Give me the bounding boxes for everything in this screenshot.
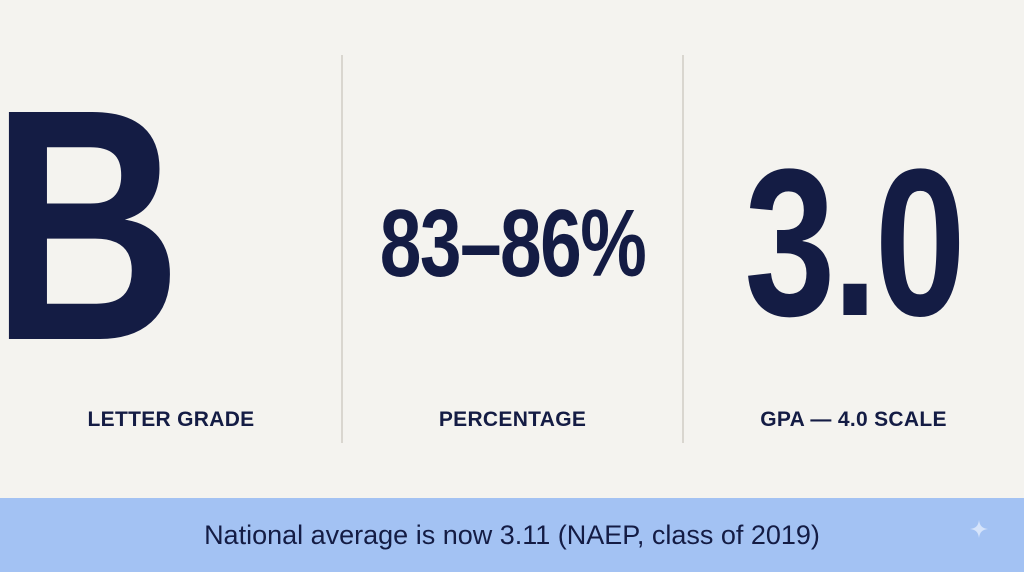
letter-grade-value: B xyxy=(0,40,182,409)
letter-grade-label: LETTER GRADE xyxy=(87,408,255,431)
stat-percentage: 83–86% PERCENTAGE xyxy=(342,0,683,498)
column-divider xyxy=(341,55,343,443)
stat-letter-grade: B LETTER GRADE xyxy=(0,0,342,498)
sparkle-icon xyxy=(970,520,988,538)
stats-panel: B LETTER GRADE 83–86% PERCENTAGE 3.0 GPA… xyxy=(0,0,1024,498)
percentage-label: PERCENTAGE xyxy=(438,408,587,431)
stat-gpa: 3.0 GPA — 4.0 SCALE xyxy=(683,0,1024,498)
banner-text: National average is now 3.11 (NAEP, clas… xyxy=(204,520,820,550)
column-divider xyxy=(682,55,684,443)
percentage-value: 83–86% xyxy=(379,190,647,297)
footer-banner: National average is now 3.11 (NAEP, clas… xyxy=(0,498,1024,572)
gpa-value: 3.0 xyxy=(744,125,965,360)
gpa-label: GPA — 4.0 SCALE xyxy=(760,408,947,431)
